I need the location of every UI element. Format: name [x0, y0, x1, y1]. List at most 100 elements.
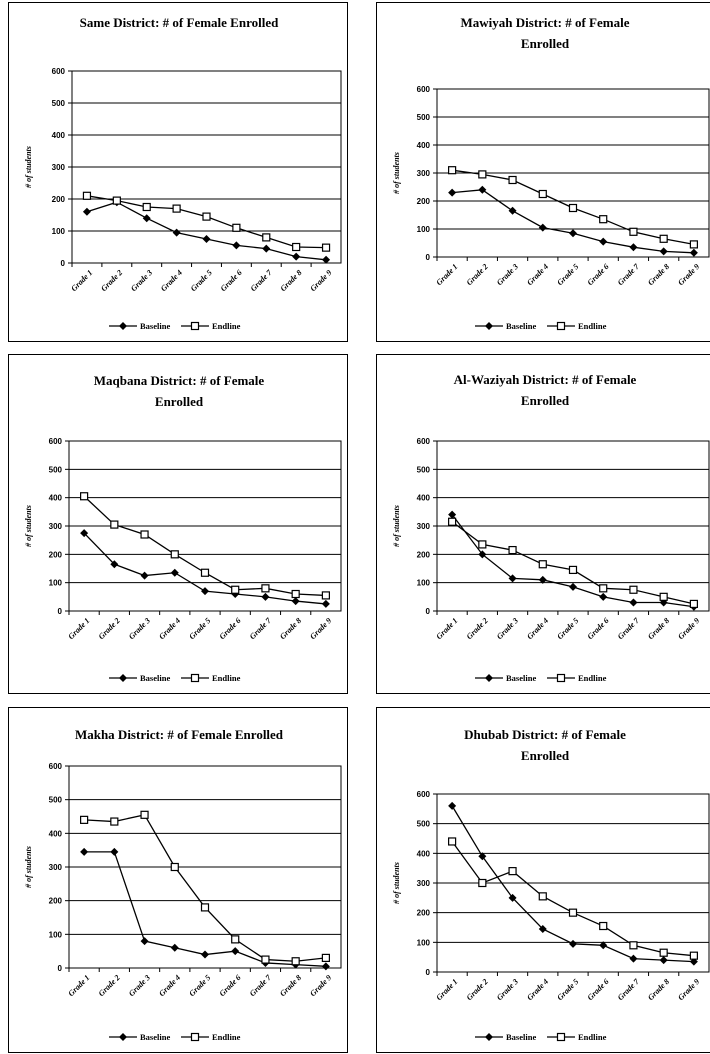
- data-point-baseline: [262, 244, 271, 253]
- y-axis-label: # of students: [24, 146, 33, 189]
- chart-svg: Same District: # of Female Enrolled 0 100 2…: [24, 15, 342, 331]
- data-point-endline: [200, 903, 210, 912]
- x-tick-label: Grade 6: [218, 973, 243, 998]
- data-point-baseline: [538, 575, 547, 584]
- data-point-baseline: [478, 185, 487, 194]
- data-point-baseline: [629, 243, 638, 252]
- data-point-endline: [448, 517, 457, 526]
- data-point-endline: [659, 592, 668, 601]
- legend-label-baseline: Baseline: [140, 321, 170, 331]
- chart-panel-alwaziyah: Al-Waziyah District: # of Female Enrolled…: [376, 354, 710, 694]
- y-tick-label: 100: [417, 579, 431, 588]
- data-point-baseline: [80, 847, 89, 856]
- x-tick-label: Grade 7: [616, 615, 642, 641]
- x-tick-label: Grade 5: [187, 973, 212, 998]
- data-point-endline: [508, 545, 517, 555]
- data-point-endline: [478, 170, 487, 179]
- y-tick-label: 500: [49, 465, 63, 474]
- y-tick-label: 400: [417, 849, 431, 858]
- legend-label-baseline: Baseline: [506, 673, 536, 683]
- data-point-endline: [629, 227, 638, 236]
- x-tick-label: Grade 3: [495, 616, 520, 641]
- data-point-baseline: [291, 597, 300, 606]
- x-tick-label: Grade 4: [157, 616, 182, 641]
- data-point-baseline: [508, 893, 517, 902]
- y-tick-label: 300: [49, 863, 63, 872]
- legend-label-endline: Endline: [212, 1032, 241, 1042]
- y-tick-label: 100: [49, 930, 63, 939]
- data-point-endline: [172, 204, 181, 213]
- data-point-endline: [231, 935, 240, 944]
- x-tick-label: Grade 9: [676, 616, 701, 641]
- x-tick-label: Grade 6: [219, 268, 244, 293]
- legend-label-endline: Endline: [578, 673, 607, 683]
- y-tick-label: 200: [417, 197, 431, 206]
- legend-marker-endline: [556, 1032, 566, 1042]
- y-tick-label: 0: [426, 253, 431, 262]
- data-point-endline: [629, 585, 638, 594]
- plot-area: [68, 765, 342, 969]
- chart-title: Al-Waziyah District: # of Female: [454, 372, 637, 387]
- x-tick-label: Grade 8: [279, 268, 304, 293]
- y-tick-label: 300: [49, 522, 63, 531]
- y-tick-label: 500: [417, 465, 431, 474]
- data-point-baseline: [321, 599, 330, 608]
- data-point-baseline: [202, 235, 211, 243]
- y-tick-label: 400: [417, 141, 431, 150]
- data-point-endline: [659, 234, 668, 243]
- chart-title: Enrolled: [521, 393, 570, 408]
- data-point-endline: [231, 585, 240, 594]
- x-tick-label: Grade 1: [66, 616, 91, 641]
- chart-panel-same: Same District: # of Female Enrolled 0 100 2…: [8, 2, 348, 342]
- chart-svg: Maqbana District: # of Female Enrolled 0 10…: [24, 373, 342, 683]
- data-point-endline: [478, 540, 487, 549]
- chart-title: Enrolled: [521, 36, 570, 51]
- data-point-endline: [478, 878, 487, 888]
- data-point-baseline: [569, 229, 577, 238]
- chart-svg: Mawiyah District: # of Female Enrolled 0 10…: [392, 15, 710, 331]
- x-tick-label: Grade 4: [157, 973, 182, 998]
- y-tick-label: 500: [49, 796, 63, 805]
- data-point-endline: [110, 817, 119, 826]
- legend-label-endline: Endline: [578, 321, 607, 331]
- data-point-endline: [140, 810, 149, 819]
- y-tick-label: 500: [52, 99, 66, 108]
- data-point-baseline: [140, 937, 149, 946]
- x-tick-label: Grade 1: [66, 973, 91, 998]
- data-point-endline: [538, 189, 547, 199]
- x-tick-label: Grade 6: [586, 262, 611, 287]
- legend-label-baseline: Baseline: [506, 1032, 536, 1042]
- data-point-baseline: [140, 571, 149, 580]
- x-tick-label: Grade 4: [525, 616, 550, 641]
- data-point-endline: [170, 550, 179, 559]
- data-point-endline: [568, 565, 578, 575]
- y-tick-label: 0: [426, 968, 431, 977]
- data-point-baseline: [689, 248, 698, 257]
- y-tick-label: 0: [58, 964, 63, 973]
- x-tick-label: Grade 2: [99, 268, 124, 293]
- plot-area: [436, 88, 710, 258]
- y-tick-label: 600: [49, 762, 63, 771]
- series-line-endline: [451, 841, 694, 957]
- x-tick-label: Grade 4: [159, 268, 184, 293]
- x-tick-label: Grade 3: [495, 977, 520, 1002]
- x-tick-label: Grade 8: [278, 973, 303, 998]
- y-tick-label: 500: [417, 113, 431, 122]
- x-tick-label: Grade 9: [676, 977, 701, 1002]
- x-tick-label: Grade 1: [434, 616, 459, 641]
- x-tick-label: Grade 8: [278, 616, 303, 641]
- data-point-endline: [110, 520, 119, 529]
- legend-label-baseline: Baseline: [506, 321, 536, 331]
- data-point-endline: [508, 175, 517, 185]
- chart-panel-makha: Makha District: # of Female Enrolled 0 100…: [8, 707, 348, 1053]
- x-tick-label: Grade 2: [97, 973, 122, 998]
- data-point-endline: [538, 892, 547, 901]
- x-tick-label: Grade 7: [249, 267, 275, 293]
- y-axis-label: # of students: [392, 152, 401, 195]
- x-tick-label: Grade 7: [616, 976, 642, 1002]
- series-line-endline: [83, 495, 326, 597]
- chart-title: Maqbana District: # of Female: [94, 373, 265, 388]
- y-tick-label: 400: [52, 131, 66, 140]
- y-tick-label: 300: [417, 879, 431, 888]
- y-tick-label: 300: [52, 163, 66, 172]
